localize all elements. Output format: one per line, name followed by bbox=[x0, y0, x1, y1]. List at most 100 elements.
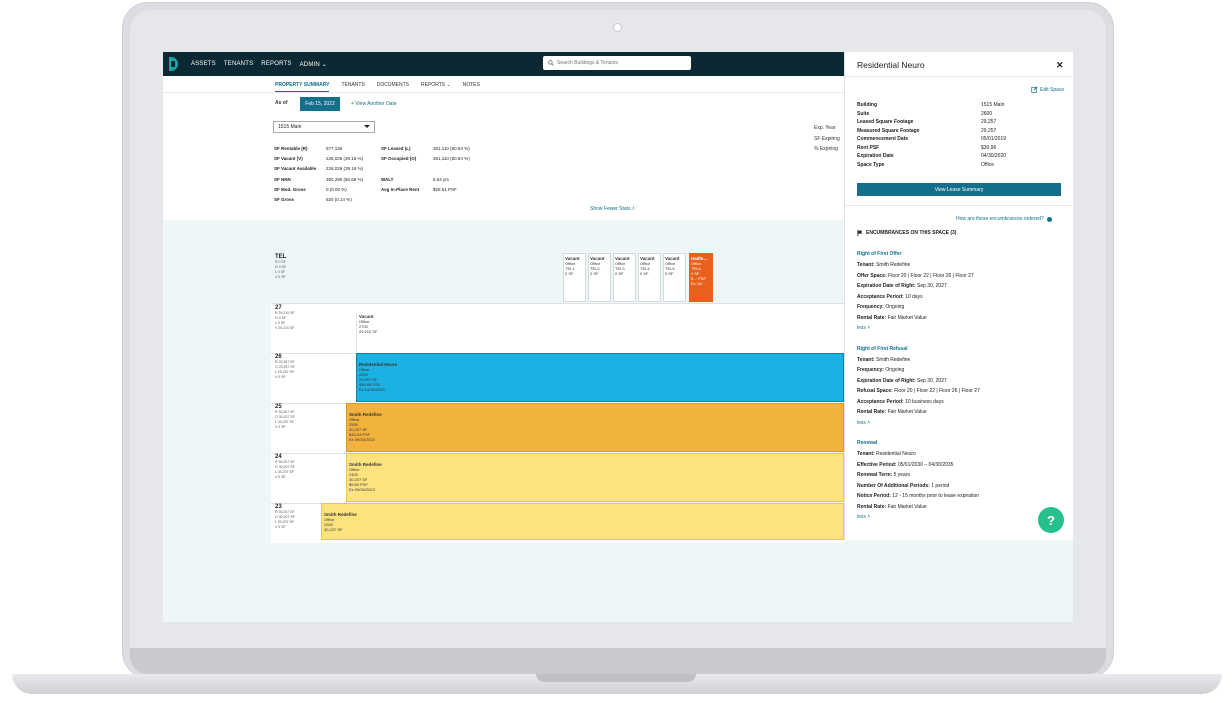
stat-sf-nnn: SF NNN 350,290 (60.69 %) bbox=[274, 177, 363, 182]
detail-row: Suite 2600 bbox=[857, 111, 1057, 117]
suite-title: Vacant bbox=[590, 256, 605, 261]
stat-label: SF NNN bbox=[274, 177, 291, 182]
suite-tel1[interactable]: Vacant Office TEL1 0 SF bbox=[563, 253, 586, 302]
tab-notes[interactable]: NOTES bbox=[462, 82, 480, 88]
stat-label: SF Vacant (V) bbox=[274, 156, 303, 161]
view-another-date-link[interactable]: + View Another Date bbox=[351, 101, 397, 107]
building-select[interactable]: 1515 Main bbox=[273, 121, 375, 133]
floor-label-27: 27 R 29,210 SF O 0 SF L 0 SF V 29,210 SF bbox=[275, 305, 295, 331]
enc-value: Floor 20 | Floor 22 | Floor 26 | Floor 2… bbox=[886, 272, 974, 279]
encumbrance-line: Tenant: Smith Redefine bbox=[857, 357, 910, 363]
suite-line: 0 SF bbox=[565, 271, 574, 276]
enc-key: Effective Period: bbox=[857, 461, 897, 468]
enc-key: Renewal Term: bbox=[857, 472, 893, 478]
how-ordered-link[interactable]: How are these encumbrances ordered? bbox=[956, 216, 1052, 222]
space-block-2600[interactable]: Residential Neuro Office 2600 29,257 SF $30… bbox=[356, 353, 844, 402]
nav-admin[interactable]: ADMIN ⌄ bbox=[300, 61, 327, 68]
enc-key: Tenant: bbox=[857, 356, 875, 363]
encumbrance-title-renewal[interactable]: Renewal bbox=[857, 440, 878, 446]
encumbrance-title-rofo[interactable]: Right of First Offer bbox=[857, 251, 902, 257]
less-toggle[interactable]: less ˄ bbox=[857, 325, 870, 331]
less-toggle[interactable]: less ˄ bbox=[857, 514, 870, 520]
search-box[interactable] bbox=[543, 56, 691, 70]
stat-sf-leased: SF Leased (L) 351,110 (60.84 %) bbox=[381, 146, 470, 151]
suite-tel5[interactable]: Vacant Office TEL5 0 SF bbox=[663, 253, 686, 302]
chevron-down-icon: ⌄ bbox=[446, 82, 451, 88]
encumbrance-title-rofr[interactable]: Right of First Refusal bbox=[857, 346, 908, 352]
nav-reports[interactable]: REPORTS bbox=[261, 61, 292, 67]
nav-tenants[interactable]: TENANTS bbox=[223, 61, 254, 67]
enc-value: 10 business days bbox=[903, 398, 944, 405]
pct-expiring-label: % Expiring bbox=[814, 146, 838, 152]
suite-tel2[interactable]: Vacant Office TEL2 0 SF bbox=[588, 253, 611, 302]
tab-property-summary[interactable]: PROPERTY SUMMARY bbox=[275, 82, 330, 92]
search-input[interactable] bbox=[557, 60, 677, 66]
detail-row: Rent PSF $30.96 bbox=[857, 145, 1057, 151]
stat-value: 350,290 (60.69 %) bbox=[326, 177, 364, 182]
enc-key: Acceptance Period: bbox=[857, 398, 904, 405]
nav-assets[interactable]: ASSETS bbox=[191, 61, 216, 67]
view-lease-summary-button[interactable]: View Lease Summary bbox=[857, 183, 1061, 196]
help-button[interactable]: ? bbox=[1038, 507, 1064, 533]
floor-stat: R 0 SF bbox=[275, 260, 286, 264]
app-logo-icon[interactable] bbox=[169, 57, 183, 71]
show-fewer-label: Show Fewer Stats bbox=[590, 206, 631, 212]
search-icon bbox=[548, 60, 554, 66]
enc-value: Fair Market Value bbox=[886, 409, 927, 415]
stat-label: SF Vacant Available bbox=[274, 166, 317, 171]
exp-year-label: Exp. Year bbox=[814, 125, 836, 131]
edit-space-label: Edit Space bbox=[1040, 86, 1065, 93]
stat-sf-mod-gross: SF Mod. Gross 0 (0.00 %) bbox=[274, 187, 347, 192]
suite-line: TEL1 bbox=[565, 266, 575, 271]
space-line: Ex 04/30/2020 bbox=[359, 387, 385, 392]
suite-tel4[interactable]: Vacant Office TEL4 0 SF bbox=[638, 253, 661, 302]
encumbrance-line: Frequency: Ongoing bbox=[857, 304, 904, 310]
floor-stat: O 0 SF bbox=[275, 265, 287, 269]
encumbrance-line: Renewal Term: 5 years bbox=[857, 472, 910, 478]
stat-sf-vacant-available: SF Vacant Available 226,026 (39.16 %) bbox=[274, 166, 363, 171]
space-block-2700[interactable]: Vacant Office 2700 29,210 SF bbox=[356, 312, 844, 352]
suite-line: 0 SF bbox=[590, 271, 599, 276]
caret-down-icon bbox=[364, 125, 370, 128]
floor-stat: V 0 SF bbox=[275, 275, 286, 279]
enc-value: Sep 30, 2027 bbox=[915, 283, 947, 289]
detail-key: Commencement Date bbox=[857, 136, 909, 142]
space-line: 2700 bbox=[359, 324, 368, 329]
tab-tenants[interactable]: TENANTS bbox=[341, 82, 365, 88]
suite-line: Ex 10/... bbox=[691, 281, 706, 286]
stat-label: WALT bbox=[381, 177, 394, 182]
edit-space-link[interactable]: Edit Space bbox=[1031, 86, 1064, 93]
date-button[interactable]: Feb 15, 2022 bbox=[300, 97, 340, 111]
less-toggle[interactable]: less ˄ bbox=[857, 420, 870, 426]
floor-stat: L 0 SF bbox=[275, 321, 286, 325]
space-block-2500[interactable]: Smith Redefine Office 2500 30,207 SF $30.03… bbox=[346, 403, 844, 452]
enc-key: Expiration Date of Right: bbox=[857, 283, 916, 289]
show-fewer-stats-link[interactable]: Show Fewer Stats ˄ bbox=[590, 206, 635, 212]
property-tabs: PROPERTY SUMMARY TENANTS DOCUMENTS REPOR… bbox=[275, 82, 492, 92]
stat-sf-occupied: SF Occupied (O) 351,110 (60.84 %) bbox=[381, 156, 470, 161]
detail-key: Expiration Date bbox=[857, 153, 894, 159]
stat-label: SF Occupied (O) bbox=[381, 156, 417, 161]
flag-icon bbox=[857, 230, 863, 236]
close-icon[interactable]: ✕ bbox=[1056, 60, 1064, 70]
stat-sf-vacant: SF Vacant (V) 226,026 (39.16 %) bbox=[274, 156, 363, 161]
less-label: less bbox=[857, 514, 866, 520]
floor-stat: O 29,257 SF bbox=[275, 365, 295, 369]
space-line: 29,210 SF bbox=[359, 329, 378, 334]
encumbrance-line: Rental Rate: Fair Market Value bbox=[857, 409, 927, 415]
space-line: 2500 bbox=[349, 422, 358, 427]
detail-key: Leased Square Footage bbox=[857, 119, 914, 125]
space-block-2400[interactable]: Smith Redefine Office 2400 30,207 SF $9.83 … bbox=[346, 453, 844, 502]
floor-stat: V 0 SF bbox=[275, 375, 286, 379]
space-line: 30,207 SF bbox=[324, 527, 343, 532]
tab-reports[interactable]: REPORTS ⌄ bbox=[421, 82, 451, 92]
tab-documents[interactable]: DOCUMENTS bbox=[376, 82, 410, 88]
suite-title: Vacant bbox=[640, 256, 655, 261]
suite-line: Office bbox=[665, 261, 676, 266]
space-block-2300[interactable]: Smith Redefine Office 2300 30,207 SF bbox=[321, 503, 844, 540]
space-line: 2300 bbox=[324, 522, 333, 527]
stat-label: SF Mod. Gross bbox=[274, 187, 306, 192]
suite-tel6[interactable]: Hadle... Office TEL6 0 SF $ -- PSF Ex 10/... bbox=[689, 253, 713, 302]
suite-tel3[interactable]: Vacant Office TEL3 0 SF bbox=[613, 253, 636, 302]
encumbrance-line: Refusal Space: Floor 20 | Floor 22 | Flo… bbox=[857, 388, 980, 394]
